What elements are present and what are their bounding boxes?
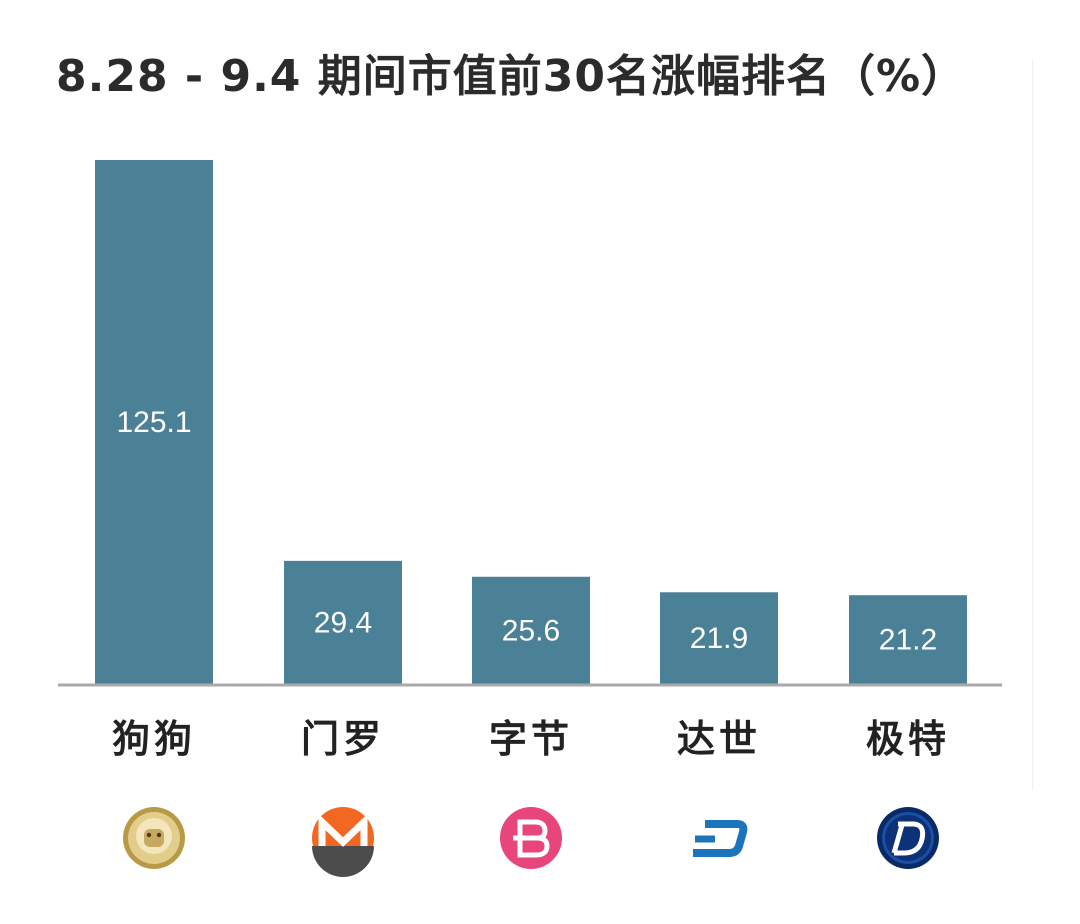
bars-layer: 125.1 29.4 25.6 21.9 21.2 [95, 160, 967, 684]
bar-2 [284, 560, 402, 684]
digibyte-icon [877, 807, 939, 869]
category-label: 极特 [866, 717, 950, 761]
right-divider [1032, 60, 1033, 790]
dash-icon [693, 820, 748, 857]
monero-icon [312, 807, 374, 877]
bytecoin-icon [500, 807, 562, 869]
bar-value-label: 29.4 [314, 606, 372, 639]
coin-icons [123, 807, 939, 877]
chart-title: 8.28 - 9.4 期间市值前30名涨幅排名（%） [56, 51, 967, 102]
bar-value-label: 25.6 [502, 614, 560, 647]
bar-3 [472, 576, 590, 684]
category-label: 门罗 [301, 717, 385, 761]
bar-4 [660, 592, 778, 684]
bar-5 [849, 595, 967, 684]
category-label: 狗狗 [112, 717, 196, 761]
category-labels: 狗狗 门罗 字节 达世 极特 [112, 717, 950, 761]
category-label: 字节 [489, 717, 573, 761]
bar-value-label: 125.1 [116, 406, 191, 439]
bar-value-label: 21.9 [690, 622, 748, 655]
bar-value-label: 21.2 [879, 624, 937, 657]
dogecoin-icon [123, 807, 185, 869]
bar-1 [95, 160, 213, 684]
category-label: 达世 [677, 717, 761, 761]
